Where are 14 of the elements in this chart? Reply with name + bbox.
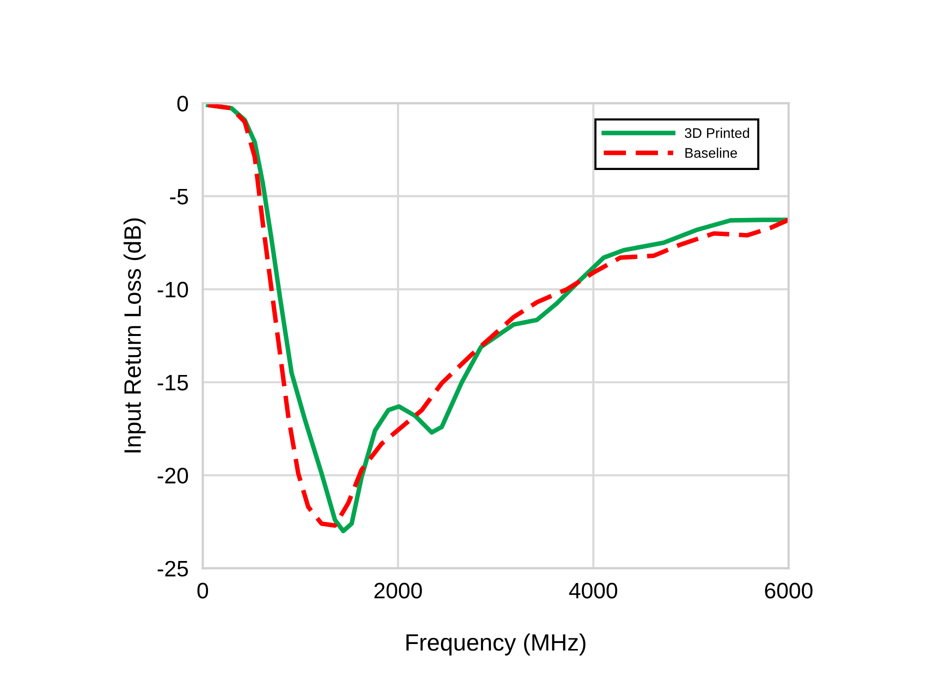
y-tick-label: 0 xyxy=(177,96,188,112)
y-axis-title: Input Return Loss (dB) xyxy=(124,218,146,452)
x-tick-label: 2000 xyxy=(374,582,422,598)
x-tick-label: 4000 xyxy=(569,582,618,598)
x-tick-label: 0 xyxy=(197,582,208,598)
x-tick-label: 6000 xyxy=(765,582,812,598)
y-tick-label: -10 xyxy=(158,282,188,298)
y-tick-label: -25 xyxy=(158,560,188,577)
legend-label: Baseline xyxy=(685,148,737,158)
y-tick-label: -15 xyxy=(158,375,188,391)
y-tick-label: -20 xyxy=(158,468,188,484)
x-axis-title: Frequency (MHz) xyxy=(406,633,586,656)
y-tick-label: -5 xyxy=(170,188,188,204)
legend-label: 3D Printed xyxy=(684,128,750,138)
